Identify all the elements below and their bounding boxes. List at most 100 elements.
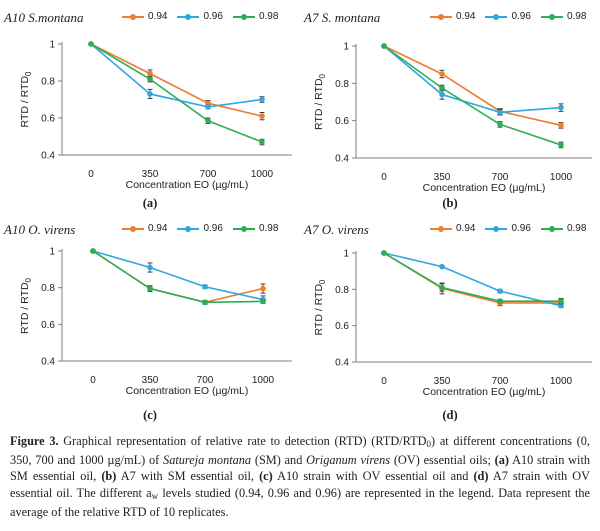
x-tick-label: 0 [88,169,94,180]
legend-label: 0.94 [456,223,476,234]
legend-swatch [485,224,508,234]
legend-label: 0.98 [566,223,587,234]
y-axis-title: RTD / RTD0 [313,279,327,336]
x-tick-label: 350 [142,169,159,180]
series-line-0.96 [92,250,264,301]
data-point [558,298,564,304]
legend-label: 0.96 [511,11,531,22]
series-line-0.98 [92,250,264,304]
data-point [439,71,445,77]
caption-text: ) at different concentrations (0, 350, 7… [10,434,590,468]
caption-panel-ref: (b) [101,469,117,484]
y-axis-title-sub: 0 [24,277,33,282]
x-axis-title: Concentration EO (µg/mL) [423,182,546,194]
x-tick-label: 350 [434,172,451,183]
data-point [259,139,265,145]
y-axis-title-main: RTD / RTD [313,284,325,336]
chart-panel-a: A10 S.montana 0.94 0.96 0.98 0.4 0.6 0.8 1 0 35… [0,0,300,212]
y-axis-title-sub: 0 [24,71,33,76]
x-axis-title: Concentration EO (µg/mL) [126,385,249,397]
chart-title: A7 S. montana [304,10,381,25]
y-tick-label: 0.4 [335,358,349,369]
data-point [497,288,503,294]
caption-text: A7 with SM essential oil, [116,469,260,484]
legend-item-0.98: 0.98 [232,223,279,234]
legend-item-0.98: 0.98 [232,11,278,22]
caption-panel-ref: (c) [259,469,273,484]
legend-swatch [232,12,255,22]
legend-label: 0.98 [258,223,279,234]
x-axis-title: Concentration EO (µg/mL) [126,179,249,191]
data-point [497,109,503,116]
x-tick-label: 700 [492,376,509,387]
legend-swatch [430,12,452,22]
panel-label: (d) [442,408,458,422]
chart-legend: 0.94 0.96 0.98 [430,223,596,234]
chart-panel-b: A7 S. montana 0.94 0.96 0.98 0.4 0.6 0.8 1 0 35… [300,0,600,212]
y-tick-label: 0.4 [335,154,349,165]
data-point [439,91,445,98]
data-point [205,104,211,110]
y-axis-title-main: RTD / RTD [19,76,31,128]
y-tick-label: 1 [49,40,55,51]
caption-subscript: 0 [426,439,432,449]
legend-swatch [540,224,563,234]
legend-label: 0.94 [148,11,168,22]
data-point [260,285,266,292]
caption-text: Graphical representation of relative rat… [58,434,427,448]
data-point [558,142,564,148]
series-line-0.94 [383,45,562,127]
data-point [259,96,265,103]
figure-caption: Figure 3. Graphical representation of re… [10,433,590,520]
y-tick-label: 0.8 [335,285,349,296]
figure-label: Figure 3. [10,434,59,448]
legend-item-0.98: 0.98 [540,223,587,234]
y-tick-label: 0.8 [41,283,55,294]
caption-text: (SM) and [251,453,307,468]
legend-item-0.96: 0.96 [485,223,531,234]
y-tick-label: 0.8 [335,79,349,90]
legend-label: 0.98 [566,11,587,22]
caption-text: A7 strain with OV essential oil. The dif… [10,469,590,500]
y-tick-label: 1 [49,247,55,258]
legend-item-0.96: 0.96 [485,11,531,22]
legend-swatch [540,12,563,22]
chart-legend: 0.94 0.96 0.98 [430,11,596,22]
legend-label: 0.96 [203,11,223,22]
legend-item-0.96: 0.96 [177,223,223,234]
x-tick-label: 0 [90,375,96,386]
chart-legend: 0.94 0.96 0.98 [122,11,288,22]
legend-label: 0.94 [148,223,168,234]
legend-swatch [232,224,255,234]
caption-text: A10 strain with SM essential oil, [10,453,591,484]
x-tick-label: 1000 [251,169,274,180]
panel-label: (b) [442,196,458,210]
caption-species: Satureja montana [163,453,252,468]
data-point [558,104,564,111]
data-point [558,122,564,129]
y-axis-title-sub: 0 [318,73,327,78]
series-line-0.94 [90,43,263,117]
legend-item-0.94: 0.94 [122,223,167,234]
data-point [497,121,503,128]
y-tick-label: 0.6 [41,114,55,125]
data-point [147,285,153,292]
panel-label: (a) [142,196,158,210]
y-tick-label: 0.6 [335,116,349,127]
legend-item-0.94: 0.94 [430,223,475,234]
y-tick-label: 1 [343,42,349,53]
chart-title: A7 O. virens [304,222,369,237]
y-tick-label: 0.6 [335,321,349,332]
legend-label: 0.96 [203,223,223,234]
data-point [439,284,445,291]
panel-label: (c) [143,408,157,422]
legend-label: 0.94 [456,11,476,22]
data-point [260,298,266,305]
legend-swatch [177,12,200,22]
caption-text: (OV) essential oils; [390,453,495,468]
legend-item-0.96: 0.96 [177,11,223,22]
